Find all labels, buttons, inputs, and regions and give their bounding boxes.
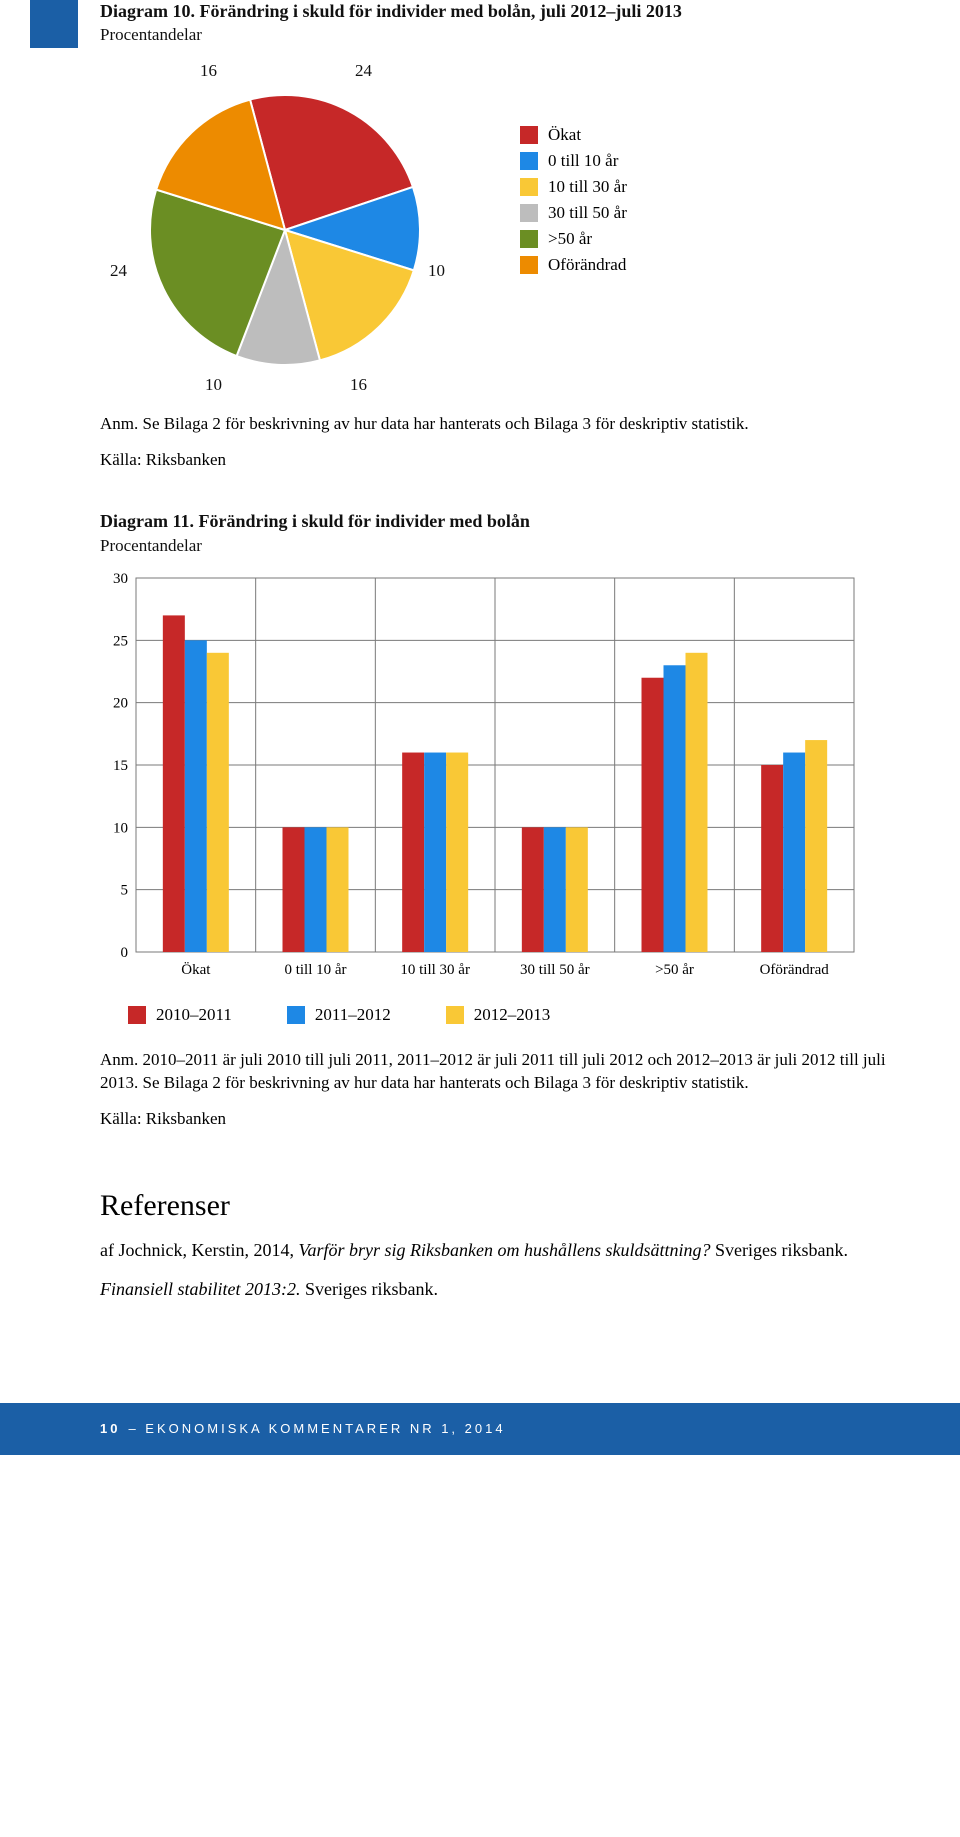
svg-text:Ökat: Ökat: [181, 961, 211, 978]
bar: [446, 752, 468, 951]
legend-swatch: [520, 204, 538, 222]
legend-label: 30 till 50 år: [548, 203, 627, 223]
bar: [522, 827, 544, 952]
legend-label: 2011–2012: [315, 1005, 391, 1025]
sidebar-brand-mark: [30, 0, 78, 48]
legend-swatch: [520, 256, 538, 274]
bar: [424, 752, 446, 951]
svg-text:0 till 10 år: 0 till 10 år: [284, 962, 346, 978]
bar: [642, 677, 664, 951]
page-number: 10: [100, 1421, 120, 1436]
legend-item: 2011–2012: [287, 1005, 391, 1025]
bar: [402, 752, 424, 951]
references-heading: Referenser: [100, 1189, 890, 1223]
svg-text:0: 0: [121, 945, 129, 961]
svg-text:10: 10: [113, 820, 128, 836]
legend-item: 2012–2013: [446, 1005, 551, 1025]
bar: [566, 827, 588, 952]
legend-swatch: [520, 230, 538, 248]
svg-text:10 till 30 år: 10 till 30 år: [400, 962, 470, 978]
legend-label: 10 till 30 år: [548, 177, 627, 197]
svg-text:25: 25: [113, 633, 128, 649]
svg-text:>50 år: >50 år: [655, 962, 694, 978]
bar: [305, 827, 327, 952]
legend-label: >50 år: [548, 229, 592, 249]
bar: [207, 653, 229, 952]
svg-text:30: 30: [113, 571, 128, 587]
legend-swatch: [520, 178, 538, 196]
legend-item: Ökat: [520, 125, 627, 145]
page: Diagram 10. Förändring i skuld för indiv…: [0, 0, 960, 1455]
diagram11-note: Anm. 2010–2011 är juli 2010 till juli 20…: [100, 1049, 890, 1095]
bar: [327, 827, 349, 952]
legend-swatch: [128, 1006, 146, 1024]
bar-chart: 0 5 10 15 20 25 30 Ökat 0 till 10 år 10 till 30 å…: [100, 568, 860, 993]
legend-label: Oförändrad: [548, 255, 626, 275]
pie-legend: Ökat 0 till 10 år 10 till 30 år 30 till 50 …: [520, 125, 627, 281]
diagram10-note: Anm. Se Bilaga 2 för beskrivning av hur …: [100, 413, 890, 436]
bar: [783, 752, 805, 951]
legend-item: 2010–2011: [128, 1005, 232, 1025]
diagram10-title: Diagram 10. Förändring i skuld för indiv…: [100, 0, 890, 23]
svg-text:15: 15: [113, 758, 128, 774]
legend-item: 0 till 10 år: [520, 151, 627, 171]
legend-label: Ökat: [548, 125, 581, 145]
legend-label: 2010–2011: [156, 1005, 232, 1025]
footer-text: – EKONOMISKA KOMMENTARER NR 1, 2014: [128, 1421, 505, 1436]
legend-label: 2012–2013: [474, 1005, 551, 1025]
diagram10-source: Källa: Riksbanken: [100, 450, 890, 470]
diagram10-figure: 24 10 16 10 24 16 Ökat 0 till 10 år 10 till 30 …: [100, 55, 890, 395]
legend-item: >50 år: [520, 229, 627, 249]
bar-legend: 2010–2011 2011–2012 2012–2013: [128, 1005, 890, 1031]
legend-item: 10 till 30 år: [520, 177, 627, 197]
legend-swatch: [520, 152, 538, 170]
diagram11-title: Diagram 11. Förändring i skuld för indiv…: [100, 510, 890, 533]
pie-value-label: 16: [200, 61, 217, 81]
pie-value-label: 10: [205, 375, 222, 395]
svg-text:5: 5: [121, 882, 129, 898]
content-area: Diagram 10. Förändring i skuld för indiv…: [100, 0, 890, 1303]
diagram11-source: Källa: Riksbanken: [100, 1109, 890, 1129]
bar: [805, 740, 827, 952]
pie-value-label: 24: [355, 61, 372, 81]
bar: [544, 827, 566, 952]
pie-value-label: 24: [110, 261, 127, 281]
legend-swatch: [287, 1006, 305, 1024]
legend-item: Oförändrad: [520, 255, 627, 275]
svg-text:Oförändrad: Oförändrad: [760, 962, 830, 978]
page-footer: 10 – EKONOMISKA KOMMENTARER NR 1, 2014: [0, 1403, 960, 1455]
references-section: Referenser af Jochnick, Kerstin, 2014, V…: [100, 1189, 890, 1303]
legend-swatch: [520, 126, 538, 144]
pie-value-label: 10: [428, 261, 445, 281]
legend-item: 30 till 50 år: [520, 203, 627, 223]
legend-swatch: [446, 1006, 464, 1024]
bar: [185, 640, 207, 952]
svg-text:20: 20: [113, 695, 128, 711]
bar: [664, 665, 686, 952]
diagram11-subtitle: Procentandelar: [100, 536, 890, 556]
bar: [686, 653, 708, 952]
diagram10-subtitle: Procentandelar: [100, 25, 890, 45]
bar: [163, 615, 185, 952]
bar: [761, 765, 783, 952]
legend-label: 0 till 10 år: [548, 151, 618, 171]
pie-chart: 24 10 16 10 24 16: [100, 55, 470, 395]
pie-value-label: 16: [350, 375, 367, 395]
bar: [283, 827, 305, 952]
svg-text:30 till 50 år: 30 till 50 år: [520, 962, 590, 978]
reference-item: Finansiell stabilitet 2013:2. Sveriges r…: [100, 1276, 890, 1303]
reference-item: af Jochnick, Kerstin, 2014, Varför bryr …: [100, 1237, 890, 1264]
